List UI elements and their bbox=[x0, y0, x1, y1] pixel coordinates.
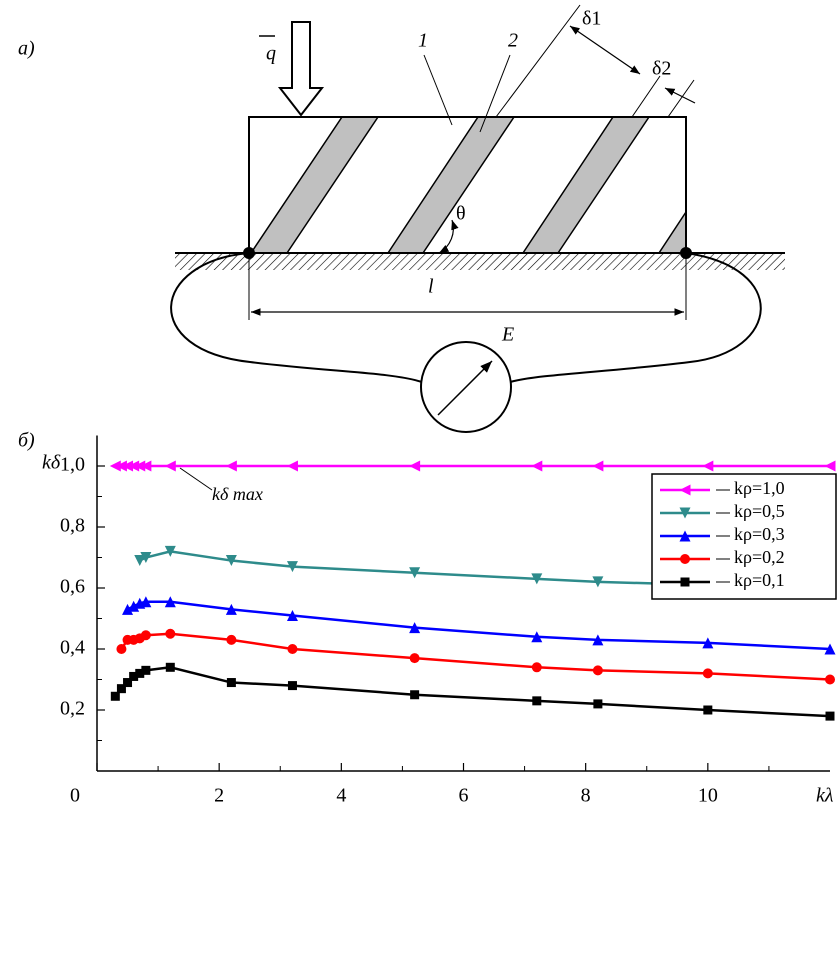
point bbox=[703, 706, 712, 715]
point bbox=[532, 696, 541, 705]
x-tick-label: 6 bbox=[459, 785, 469, 807]
point bbox=[681, 578, 690, 587]
point bbox=[532, 662, 542, 672]
legend: kρ=1,0 kρ=0,5 kρ=0,3 kρ=0,2 kρ=0,1 bbox=[652, 474, 836, 599]
panel-label: а) bbox=[18, 38, 35, 60]
annotation: kδ max bbox=[212, 484, 263, 504]
chart: 0,2 0,4 0,6 0,8 1,0 0 2 4 6 8 10 kλ kδ max kρ=1,0 kρ=0… bbox=[60, 436, 836, 807]
legend-label: kρ=0,5 bbox=[734, 501, 785, 521]
y-axis-label: kδ bbox=[42, 452, 61, 474]
annotation-leader bbox=[180, 468, 212, 490]
emf-label: E bbox=[501, 324, 514, 346]
y-tick-label: 0,2 bbox=[60, 698, 85, 720]
point bbox=[825, 675, 835, 685]
point bbox=[825, 461, 836, 472]
strips bbox=[249, 117, 686, 256]
point bbox=[166, 663, 175, 672]
point bbox=[287, 644, 297, 654]
diagram: а) q 1 2 δ1 δ2 θ l E bbox=[18, 5, 785, 432]
point bbox=[287, 461, 298, 472]
leader bbox=[424, 55, 452, 125]
dim-arrow bbox=[570, 26, 640, 74]
load-label: q bbox=[266, 43, 276, 65]
delta-2: δ2 bbox=[652, 58, 671, 80]
point bbox=[410, 690, 419, 699]
wire bbox=[510, 253, 761, 382]
point bbox=[826, 712, 835, 721]
point bbox=[410, 653, 420, 663]
point bbox=[165, 461, 176, 472]
y-tick-label: 1,0 bbox=[60, 454, 85, 476]
panel-label: б) bbox=[18, 430, 35, 452]
point bbox=[116, 644, 126, 654]
length-label: l bbox=[428, 276, 434, 298]
x-tick-label: 10 bbox=[698, 785, 718, 807]
leader bbox=[632, 76, 660, 117]
label-2: 2 bbox=[508, 30, 518, 52]
figure: а) q 1 2 δ1 δ2 θ l E bbox=[0, 0, 837, 974]
ground-hatch bbox=[175, 254, 785, 270]
legend-label: kρ=0,1 bbox=[734, 570, 785, 590]
load-arrow bbox=[280, 22, 322, 115]
point bbox=[227, 678, 236, 687]
y-tick-label: 0,4 bbox=[60, 637, 85, 659]
point bbox=[409, 461, 420, 472]
delta-1: δ1 bbox=[582, 8, 601, 30]
label-1: 1 bbox=[418, 30, 428, 52]
point bbox=[680, 554, 690, 564]
leader bbox=[496, 5, 580, 117]
point bbox=[288, 681, 297, 690]
point bbox=[593, 665, 603, 675]
point bbox=[593, 699, 602, 708]
point bbox=[165, 629, 175, 639]
y-tick-label: 0,6 bbox=[60, 576, 85, 598]
point bbox=[226, 461, 237, 472]
point bbox=[141, 630, 151, 640]
wire bbox=[171, 253, 422, 382]
point bbox=[592, 461, 603, 472]
x-tick-label: 2 bbox=[214, 785, 224, 807]
point bbox=[226, 635, 236, 645]
x-tick-label: 4 bbox=[336, 785, 346, 807]
x-axis-label: kλ bbox=[816, 785, 834, 807]
legend-label: kρ=0,2 bbox=[734, 547, 785, 567]
angle-label: θ bbox=[456, 203, 466, 225]
x-tick-label: 0 bbox=[70, 785, 80, 807]
point bbox=[702, 461, 713, 472]
leader bbox=[668, 80, 694, 117]
x-tick-label: 8 bbox=[581, 785, 591, 807]
point bbox=[703, 668, 713, 678]
point bbox=[531, 461, 542, 472]
legend-label: kρ=1,0 bbox=[734, 478, 785, 498]
point bbox=[141, 666, 150, 675]
y-tick-label: 0,8 bbox=[60, 515, 85, 537]
legend-label: kρ=0,3 bbox=[734, 524, 785, 544]
